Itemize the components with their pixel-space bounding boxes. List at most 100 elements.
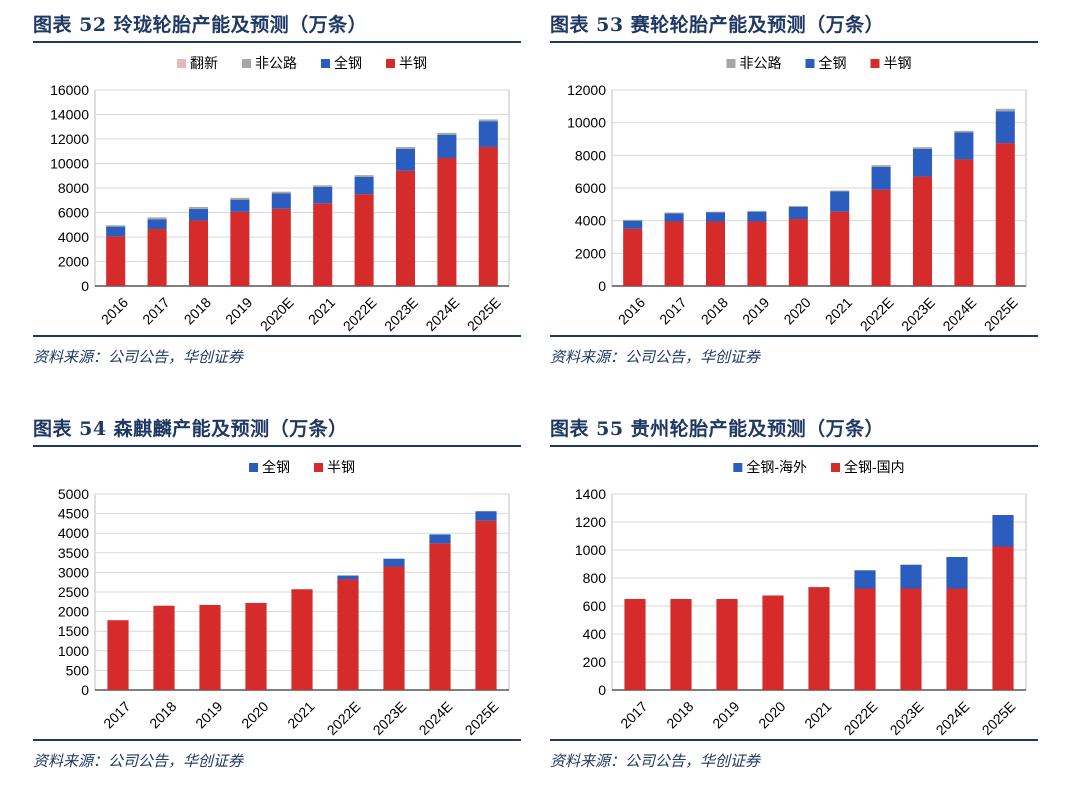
legend-label: 半钢 — [327, 459, 355, 475]
x-tick-label: 2018 — [181, 294, 214, 327]
x-tick-label: 2025E — [981, 294, 1021, 334]
x-tick-label: 2021 — [284, 698, 317, 731]
legend-swatch — [386, 59, 395, 68]
x-tick-label: 2021 — [305, 294, 338, 327]
x-tick-label: 2024E — [416, 698, 456, 738]
y-tick-label: 3500 — [58, 545, 89, 561]
bar-semi-steel — [395, 170, 416, 286]
bar-semi-steel — [705, 221, 726, 286]
y-tick-label: 10000 — [567, 115, 606, 131]
legend-label: 全钢-国内 — [844, 459, 905, 475]
bar-all-steel — [475, 511, 497, 521]
legend-swatch — [805, 59, 815, 68]
legend-swatch — [177, 59, 186, 68]
x-tick-label: 2021 — [822, 294, 855, 327]
x-tick-label: 2024E — [933, 698, 973, 738]
bar-semi-steel — [871, 189, 891, 286]
bar-semi-steel — [271, 208, 291, 286]
bar-all-steel — [271, 193, 291, 209]
y-tick-label: 0 — [81, 682, 89, 698]
legend-swatch — [870, 59, 880, 68]
x-tick-label: 2022E — [324, 698, 364, 738]
bar-semi-steel — [808, 587, 830, 690]
chart-sentury-capacity: 0 500 1000 1500 2000 2500 3000 3500 4000 4500 5000… — [58, 459, 510, 738]
x-tick-label: 2019 — [222, 294, 255, 327]
source-note: 资料来源：公司公告，华创证券 — [550, 752, 761, 770]
bar-off-road — [395, 146, 416, 149]
y-tick-label: 5000 — [58, 486, 89, 502]
x-tick-label: 2020E — [257, 294, 297, 334]
chart-title: 图表 52 玲珑轮胎产能及预测（万条） — [33, 14, 368, 36]
x-tick-label: 2022E — [857, 294, 897, 334]
y-tick-label: 0 — [81, 278, 89, 294]
y-tick-label: 1200 — [575, 514, 606, 530]
bar-off-road — [271, 191, 291, 194]
source-note: 资料来源：公司公告，华创证券 — [550, 348, 761, 366]
bar-all-steel — [871, 166, 891, 190]
bar-off-road — [623, 219, 643, 221]
x-tick-label: 2018 — [663, 698, 696, 731]
bar-all-steel — [747, 211, 767, 222]
bar-semi-steel — [954, 159, 974, 286]
bar-all-steel — [478, 121, 498, 147]
y-tick-label: 6000 — [58, 205, 89, 221]
source-rule — [33, 739, 521, 741]
bar-all-steel — [995, 111, 1015, 144]
source-note: 资料来源：公司公告，华创证券 — [33, 752, 244, 770]
bar-all-steel — [900, 564, 922, 589]
legend-label: 半钢 — [884, 55, 912, 71]
bar-all-steel — [383, 558, 405, 567]
bar-all-steel — [230, 199, 250, 212]
bar-semi-steel — [995, 143, 1015, 286]
bar-all-steel — [830, 191, 850, 212]
x-tick-label: 2020 — [780, 294, 813, 327]
y-tick-label: 8000 — [575, 147, 606, 163]
bar-off-road — [954, 130, 974, 133]
chart-panel-55: 图表 55 贵州轮胎产能及预测（万条） 0 200 400 600 800 1000 120… — [550, 414, 1038, 784]
y-tick-label: 0 — [598, 278, 606, 294]
y-tick-label: 2000 — [58, 254, 89, 270]
bar-semi-steel — [475, 520, 497, 690]
source-rule — [33, 335, 521, 337]
title-rule — [33, 41, 521, 43]
x-tick-label: 2022E — [841, 698, 881, 738]
bar-off-road — [747, 210, 767, 212]
bar-all-steel — [623, 220, 643, 229]
bar-semi-steel — [106, 236, 126, 286]
x-tick-label: 2020 — [238, 698, 271, 731]
bar-all-steel — [429, 534, 451, 544]
bar-all-steel — [313, 186, 333, 204]
y-tick-label: 4500 — [58, 506, 89, 522]
bar-all-steel — [664, 213, 684, 222]
legend-swatch — [249, 463, 258, 472]
bar-semi-steel — [437, 157, 457, 286]
bar-all-steel — [992, 515, 1014, 547]
bar-semi-steel — [946, 588, 968, 690]
legend-swatch — [831, 463, 840, 472]
bar-semi-steel — [230, 211, 250, 286]
chart-guizhou-capacity: 0 200 400 600 800 1000 1200 1400 2017 2018 2019 202… — [575, 459, 1027, 738]
bar-semi-steel — [107, 620, 129, 690]
y-tick-label: 4000 — [575, 213, 606, 229]
x-tick-label: 2019 — [192, 698, 225, 731]
legend: 全钢 半钢 — [249, 459, 355, 475]
bar-all-steel — [912, 148, 933, 177]
bar-semi-steel — [383, 566, 405, 690]
legend-label: 翻新 — [190, 55, 218, 71]
bar-off-road — [188, 206, 209, 209]
title-rule — [550, 41, 1038, 43]
y-tick-label: 6000 — [575, 180, 606, 196]
y-tick-label: 3000 — [58, 564, 89, 580]
bar-off-road — [871, 165, 891, 167]
x-tick-label: 2016 — [98, 294, 131, 327]
legend: 非公路 全钢 半钢 — [726, 55, 912, 71]
y-tick-label: 1500 — [58, 623, 89, 639]
bar-off-road — [313, 185, 333, 187]
bar-all-steel — [188, 208, 209, 221]
y-tick-label: 12000 — [567, 82, 606, 98]
bar-off-road — [478, 119, 498, 122]
bar-off-road — [354, 175, 374, 177]
y-tick-label: 0 — [598, 682, 606, 698]
legend-label: 全钢-海外 — [746, 459, 807, 475]
x-tick-label: 2017 — [100, 698, 133, 731]
